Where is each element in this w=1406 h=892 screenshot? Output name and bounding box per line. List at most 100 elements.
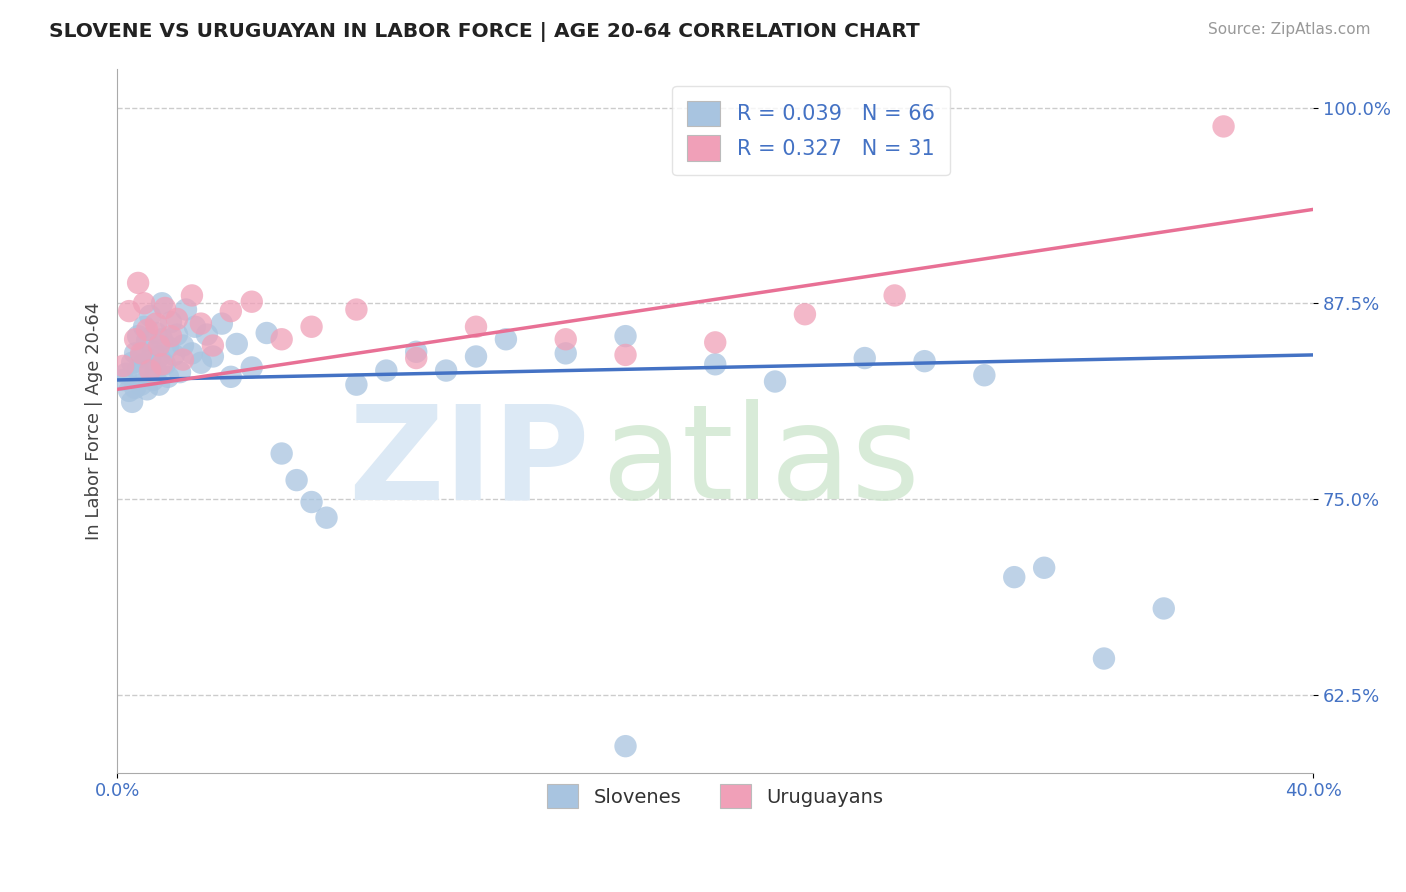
Point [405,351,427,365]
Point [121,395,143,409]
Point [883,288,905,302]
Point [240,294,263,309]
Point [794,307,817,321]
Point [124,381,146,395]
Y-axis label: In Labor Force | Age 20-64: In Labor Force | Age 20-64 [86,301,103,540]
Point [219,304,242,318]
Point [1092,651,1115,665]
Point [195,327,218,342]
Point [150,296,173,310]
Point [166,312,188,326]
Point [1153,601,1175,615]
Point [148,350,170,364]
Point [763,375,786,389]
Point [127,276,149,290]
Point [136,382,159,396]
Text: Source: ZipAtlas.com: Source: ZipAtlas.com [1208,22,1371,37]
Point [301,319,323,334]
Text: atlas: atlas [602,400,921,526]
Point [157,340,180,354]
Point [240,360,263,375]
Point [127,363,149,377]
Point [614,329,637,343]
Point [129,377,152,392]
Point [145,363,167,377]
Point [157,369,180,384]
Point [190,356,212,370]
Text: ZIP: ZIP [349,400,589,526]
Point [132,296,155,310]
Point [124,332,146,346]
Point [914,354,936,368]
Point [554,332,576,346]
Point [129,350,152,364]
Point [554,346,576,360]
Point [150,332,173,346]
Point [166,327,188,342]
Point [174,302,197,317]
Point [129,346,152,360]
Point [163,348,186,362]
Point [704,335,727,350]
Point [153,301,176,315]
Point [132,357,155,371]
Point [225,337,247,351]
Point [139,363,162,377]
Point [181,346,204,360]
Point [704,357,727,371]
Point [344,377,367,392]
Point [270,446,292,460]
Point [201,338,224,352]
Point [301,495,323,509]
Point [112,373,135,387]
Point [614,348,637,362]
Point [153,357,176,371]
Point [434,363,457,377]
Point [973,368,995,383]
Point [169,365,191,379]
Point [184,319,207,334]
Point [148,338,170,352]
Point [270,332,292,346]
Point [1002,570,1025,584]
Point [1033,560,1056,574]
Point [285,473,308,487]
Point [127,329,149,343]
Point [375,363,398,377]
Point [160,329,183,343]
Point [1212,120,1234,134]
Point [112,359,135,373]
Point [121,356,143,370]
Point [256,326,278,340]
Point [145,317,167,331]
Point [142,373,165,387]
Point [150,357,173,371]
Point [142,344,165,359]
Point [172,338,194,352]
Point [148,377,170,392]
Point [139,309,162,323]
Point [465,319,488,334]
Point [136,334,159,348]
Point [118,384,141,398]
Point [132,319,155,334]
Point [465,350,488,364]
Point [139,352,162,367]
Point [118,304,141,318]
Point [181,288,204,302]
Point [160,315,183,329]
Point [315,510,337,524]
Point [201,350,224,364]
Text: SLOVENE VS URUGUAYAN IN LABOR FORCE | AGE 20-64 CORRELATION CHART: SLOVENE VS URUGUAYAN IN LABOR FORCE | AG… [49,22,920,42]
Point [145,326,167,340]
Point [614,739,637,754]
Point [124,346,146,360]
Point [211,317,233,331]
Point [344,302,367,317]
Legend: Slovenes, Uruguayans: Slovenes, Uruguayans [538,777,891,816]
Point [405,344,427,359]
Point [136,323,159,337]
Point [219,369,242,384]
Point [190,317,212,331]
Point [853,351,876,365]
